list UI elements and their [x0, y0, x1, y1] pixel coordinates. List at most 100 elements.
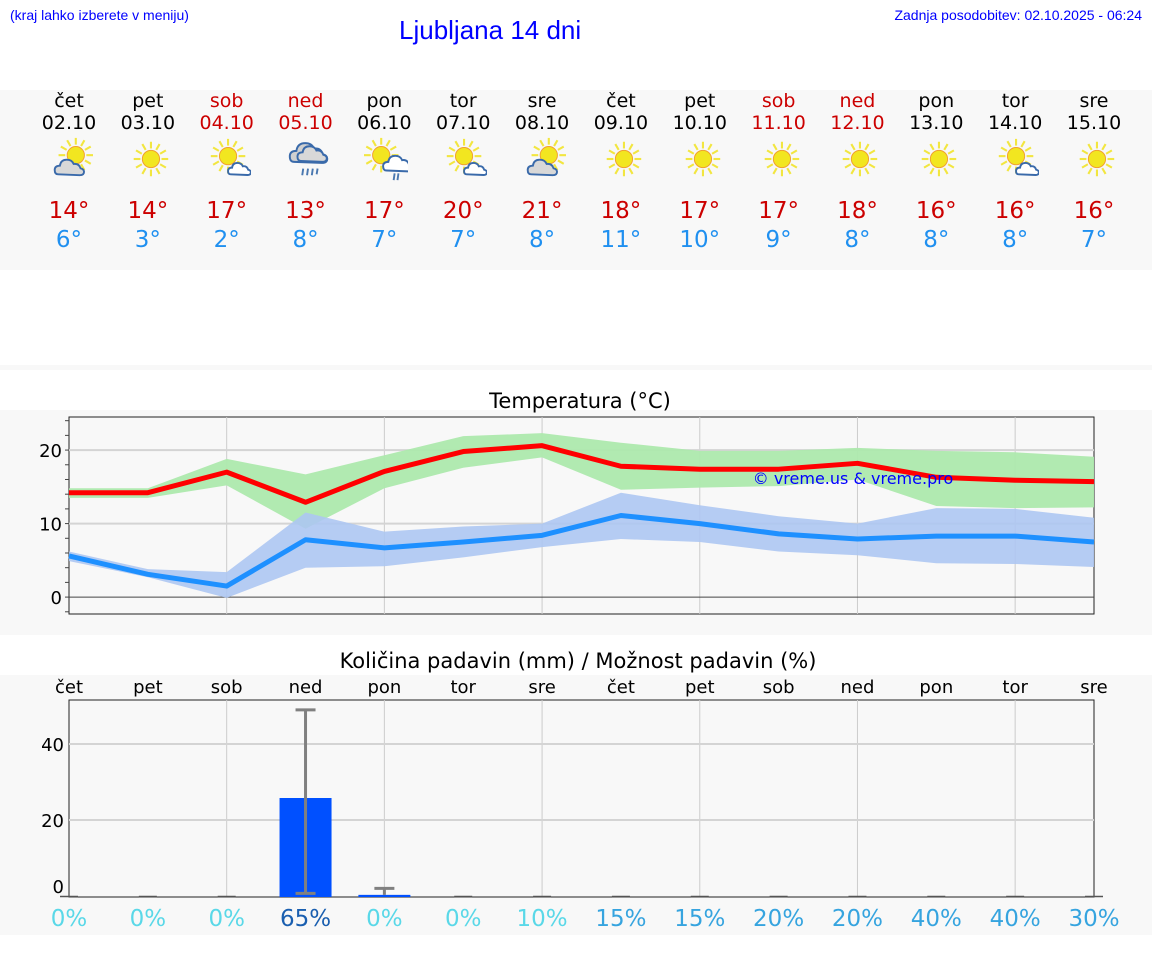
sun-small-cloud-icon: [443, 136, 489, 182]
y-tick-label: 20: [41, 811, 64, 832]
precip-probability: 0%: [366, 906, 403, 932]
y-tick-label: 0: [51, 588, 62, 609]
precip-probability: 0%: [445, 906, 482, 932]
precipitation-chart-title: Količina padavin (mm) / Možnost padavin …: [340, 649, 817, 673]
min-temp: 8°: [292, 227, 319, 253]
max-temp: 17°: [363, 198, 405, 224]
min-temp: 8°: [844, 227, 871, 253]
x-tick-label: ned: [841, 677, 875, 698]
max-temp: 16°: [994, 198, 1036, 224]
day-forecast: sre 15.10 16° 7°: [1054, 90, 1134, 270]
day-name: čet: [606, 90, 636, 112]
precip-probability: 15%: [674, 906, 725, 932]
day-name: čet: [54, 90, 84, 112]
max-temp: 18°: [600, 198, 642, 224]
day-date: 07.10: [436, 112, 491, 134]
precip-probability: 65%: [280, 906, 331, 932]
max-temp-line: [69, 443, 1095, 505]
x-tick-label: čet: [607, 677, 635, 698]
day-forecast: pet 10.10 17° 10°: [660, 90, 740, 270]
min-temp: 10°: [679, 227, 721, 253]
x-tick-label: pet: [133, 677, 163, 698]
day-date: 14.10: [987, 112, 1043, 134]
day-forecast: pon 13.10 16° 8°: [896, 90, 976, 270]
last-updated: Zadnja posodobitev: 02.10.2025 - 06:24: [894, 7, 1142, 23]
max-temp: 14°: [48, 198, 90, 224]
max-temp: 14°: [127, 198, 169, 224]
day-date: 13.10: [909, 112, 964, 134]
divider: [0, 365, 1152, 370]
day-forecast: ned 12.10 18° 8°: [817, 90, 897, 270]
sun-shower-icon: [364, 136, 414, 182]
x-tick-label: pon: [367, 677, 401, 698]
max-temp: 16°: [915, 198, 957, 224]
min-temp: 8°: [528, 227, 556, 253]
max-temp: 13°: [285, 198, 326, 224]
precip-probability: 0%: [130, 906, 167, 932]
x-tick-label: sob: [211, 677, 243, 698]
x-tick-label: pet: [685, 677, 715, 698]
min-temp-range-band: [69, 492, 1094, 598]
max-temp: 17°: [758, 198, 799, 224]
y-tick-label: 0: [53, 877, 64, 898]
day-name: pet: [684, 90, 716, 112]
day-name: tor: [1001, 90, 1029, 112]
max-temp: 16°: [1073, 198, 1115, 224]
day-date: 03.10: [120, 112, 176, 134]
x-tick-label: ned: [289, 677, 323, 698]
x-tick-label: pon: [919, 677, 953, 698]
sunny-icon: [1074, 136, 1115, 182]
day-forecast: pet 03.10 14° 3°: [108, 90, 188, 270]
plot-area: [68, 699, 1095, 898]
max-temp: 17°: [679, 198, 721, 224]
precip-bar: [358, 894, 411, 897]
day-name: sob: [209, 90, 244, 112]
precip-probability: 10%: [517, 906, 568, 932]
x-tick-label: tor: [1002, 677, 1028, 698]
max-temp: 21°: [521, 198, 563, 224]
day-name: ned: [287, 90, 324, 112]
day-name: tor: [449, 90, 477, 112]
day-date: 05.10: [278, 112, 333, 134]
day-name: ned: [839, 90, 876, 112]
day-date: 04.10: [199, 112, 254, 134]
location-menu-hint: (kraj lahko izberete v meniju): [10, 7, 189, 23]
day-forecast: tor 14.10 16° 8°: [975, 90, 1055, 270]
sun-small-cloud-icon: [995, 136, 1040, 182]
day-date: 15.10: [1066, 112, 1122, 134]
min-temp: 2°: [213, 227, 240, 253]
precip-probability: 40%: [990, 906, 1041, 932]
day-forecast: tor 07.10 20° 7°: [423, 90, 503, 270]
max-temp: 20°: [442, 198, 484, 224]
day-date: 09.10: [593, 112, 649, 134]
min-temp: 8°: [923, 227, 950, 253]
day-forecast: čet 09.10 18° 11°: [581, 90, 661, 270]
min-temp: 8°: [1002, 227, 1029, 253]
day-name: sob: [761, 90, 796, 112]
precip-probability: 15%: [595, 906, 646, 932]
day-name: sre: [1079, 90, 1109, 112]
day-name: sre: [527, 90, 557, 112]
x-tick-label: sob: [763, 677, 795, 698]
min-temp-line: [68, 513, 1095, 589]
sunny-icon: [837, 136, 878, 182]
day-forecast: ned 05.10 13° 8°: [266, 90, 346, 270]
precip-probability: 40%: [911, 906, 962, 932]
min-temp: 6°: [55, 227, 83, 253]
max-temp: 18°: [837, 198, 878, 224]
precip-probability: 20%: [832, 906, 883, 932]
day-forecast: pon 06.10 17° 7°: [344, 90, 424, 270]
partly-cloudy-icon: [522, 136, 567, 182]
day-name: pon: [918, 90, 955, 112]
day-date: 08.10: [514, 112, 570, 134]
min-temp: 7°: [371, 227, 398, 253]
sunny-icon: [128, 136, 169, 182]
precip-probability: 0%: [51, 906, 88, 932]
precip-probability: 30%: [1068, 906, 1119, 932]
y-tick-label: 10: [39, 515, 62, 536]
day-name: pet: [132, 90, 164, 112]
sunny-icon: [680, 136, 720, 182]
min-temp: 7°: [450, 227, 477, 253]
precip-probability: 0%: [208, 906, 245, 932]
